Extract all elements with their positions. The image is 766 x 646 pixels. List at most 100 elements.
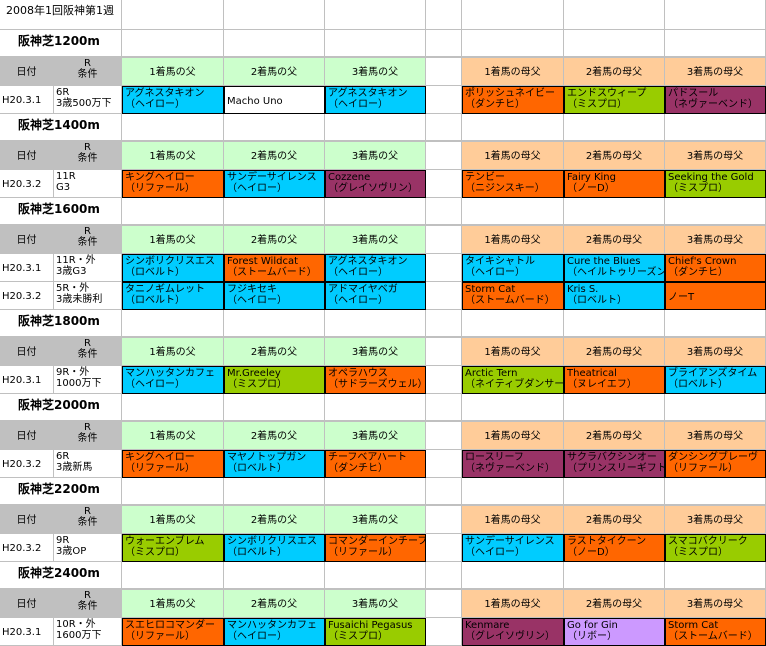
empty-cell (325, 198, 426, 225)
dam-sire-cell[interactable]: Kris S. （ロベルト） (564, 282, 665, 310)
empty-cell (564, 0, 665, 30)
dam-sire-cell[interactable]: ポリッシュネイビー （ダンチヒ） (462, 86, 564, 114)
dam-sire-cell[interactable]: Seeking the Gold （ミスプロ） (665, 170, 766, 198)
sire-line: キングヘイロー (125, 172, 195, 183)
sire-line: （ミスプロ） (227, 379, 287, 390)
dam-sire-cell[interactable]: Arctic Tern （ネイティブダンサー） (462, 366, 564, 394)
sire-cell[interactable]: マンハッタンカフェ （ヘイロー） (122, 366, 224, 394)
header-sire-3: 3着馬の父 (325, 225, 426, 254)
sire-cell[interactable]: オペラハウス （サドラーズウェル） (325, 366, 426, 394)
header-condition: R 条件 (54, 57, 122, 86)
sire-line: （ロベルト） (125, 267, 185, 278)
dam-sire-cell[interactable]: エンドスウィープ （ミスプロ） (564, 86, 665, 114)
dam-sire-cell[interactable]: Chief's Crown （ダンチヒ） (665, 254, 766, 282)
empty-cell (665, 198, 766, 225)
dam-sire-cell[interactable]: Storm Cat （ストームバード） (462, 282, 564, 310)
sire-cell[interactable]: シンボリクリスエス （ロベルト） (224, 534, 325, 562)
sire-cell[interactable]: アグネスタキオン （ヘイロー） (122, 86, 224, 114)
sire-cell[interactable]: シンボリクリスエス （ロベルト） (122, 254, 224, 282)
header-sire-1: 1着馬の父 (122, 57, 224, 86)
header-dam-3: 3着馬の母父 (665, 421, 766, 450)
sire-line: （ヘイロー） (328, 99, 388, 110)
sire-cell[interactable]: チーフベアハート （ダンチヒ） (325, 450, 426, 478)
sire-cell[interactable]: Macho Uno (224, 86, 325, 114)
empty-cell (122, 394, 224, 421)
dam-sire-cell[interactable]: ダンシングブレーヴ （リファール） (665, 450, 766, 478)
dam-sire-cell[interactable]: Fairy King （ノーD） (564, 170, 665, 198)
section-title: 阪神芝1400m (0, 114, 122, 141)
sire-cell[interactable]: コマンダーインチーフ （リファール） (325, 534, 426, 562)
dam-sire-cell[interactable]: パドスール （ネヴァーベンド） (665, 86, 766, 114)
dam-sire-cell[interactable]: サクラバクシンオー（プリンスリーギフト） (564, 450, 665, 478)
header-dam-2: 2着馬の母父 (564, 337, 665, 366)
dam-sire-cell[interactable]: ロースリーフ （ネヴァーベンド） (462, 450, 564, 478)
sire-cell[interactable]: フジキセキ （ヘイロー） (224, 282, 325, 310)
section-title-text: 阪神芝1200m (18, 34, 100, 48)
sire-cell[interactable]: Cozzene （グレイソヴリン） (325, 170, 426, 198)
dam-sire-cell[interactable]: Cure the Blues（ヘイルトゥリーズン） (564, 254, 665, 282)
sire-cell[interactable]: Fusaichi Pegasus （ミスプロ） (325, 618, 426, 646)
dam-sire-line: （ヘイロー） (465, 547, 525, 558)
sire-cell[interactable]: スエヒロコマンダー （リファール） (122, 618, 224, 646)
sire-cell[interactable]: タニノギムレット （ロベルト） (122, 282, 224, 310)
race-condition-line: G3 (56, 182, 71, 193)
race-date-text: H20.3.2 (2, 179, 42, 190)
header-sire-1: 1着馬の父 (122, 589, 224, 618)
dam-sire-cell[interactable]: ノーT (665, 282, 766, 310)
header-sire-3: 3着馬の父 (325, 141, 426, 170)
empty-cell (224, 30, 325, 57)
sire-cell[interactable]: Mr.Greeley （ミスプロ） (224, 366, 325, 394)
race-condition: 10R・外 1600万下 (54, 618, 122, 646)
header-sire-1: 1着馬の父 (122, 337, 224, 366)
sire-cell[interactable]: キングヘイロー （リファール） (122, 450, 224, 478)
sire-line: コマンダーインチーフ (328, 536, 426, 547)
dam-sire-cell[interactable]: スマコバクリーク （ミスプロ） (665, 534, 766, 562)
sire-line: （ヘイロー） (328, 295, 388, 306)
sire-cell[interactable]: キングヘイロー （リファール） (122, 170, 224, 198)
empty-cell (224, 394, 325, 421)
header-date: 日付 (0, 421, 54, 450)
sire-cell[interactable]: Forest Wildcat （ストームバード） (224, 254, 325, 282)
sire-line: シンボリクリスエス (125, 256, 215, 267)
header-sire-text: 3着馬の父 (351, 599, 399, 610)
sire-cell[interactable]: マンハッタンカフェ （ヘイロー） (224, 618, 325, 646)
empty-cell (224, 0, 325, 30)
sire-cell[interactable]: ウォーエンブレム （ミスプロ） (122, 534, 224, 562)
race-date-text: H20.3.1 (2, 95, 42, 106)
dam-sire-line: パドスール (668, 88, 719, 99)
header-sire-3: 3着馬の父 (325, 57, 426, 86)
dam-sire-cell[interactable]: Storm Cat （ストームバード） (665, 618, 766, 646)
header-sire-text: 3着馬の父 (351, 235, 399, 246)
dam-sire-cell[interactable]: タイキシャトル （ヘイロー） (462, 254, 564, 282)
sire-cell[interactable]: アグネスタキオン （ヘイロー） (325, 86, 426, 114)
empty-cell (325, 0, 426, 30)
dam-sire-cell[interactable]: サンデーサイレンス （ヘイロー） (462, 534, 564, 562)
empty-cell (462, 30, 564, 57)
header-dam-1: 1着馬の母父 (462, 225, 564, 254)
header-race-text: R (84, 506, 91, 517)
gap-cell (426, 337, 462, 366)
sire-line: （リファール） (328, 547, 398, 558)
empty-cell (426, 114, 462, 141)
race-condition-line: 1600万下 (56, 630, 102, 641)
sire-cell[interactable]: マヤノトップガン （ロベルト） (224, 450, 325, 478)
empty-cell (122, 310, 224, 337)
dam-sire-cell[interactable]: Theatrical （ヌレイエフ） (564, 366, 665, 394)
dam-sire-cell[interactable]: ブライアンズタイム （ロベルト） (665, 366, 766, 394)
dam-sire-cell[interactable]: Go for Gin （リボー） (564, 618, 665, 646)
header-date-text: 日付 (16, 599, 37, 610)
sire-cell[interactable]: サンデーサイレンス （ヘイロー） (224, 170, 325, 198)
dam-sire-cell[interactable]: ラストタイクーン （ノーD） (564, 534, 665, 562)
empty-cell (665, 478, 766, 505)
sire-line: アグネスタキオン (125, 88, 205, 99)
sire-cell[interactable]: アグネスタキオン （ヘイロー） (325, 254, 426, 282)
dam-sire-line: （リボー） (567, 631, 617, 642)
sire-cell[interactable]: アドマイヤベガ （ヘイロー） (325, 282, 426, 310)
race-date-text: H20.3.1 (2, 627, 42, 638)
header-sire-2: 2着馬の父 (224, 141, 325, 170)
dam-sire-line: Storm Cat (668, 620, 719, 631)
empty-cell (665, 562, 766, 589)
dam-sire-line: テンビー (465, 172, 505, 183)
dam-sire-cell[interactable]: テンビー （ニジンスキー） (462, 170, 564, 198)
dam-sire-cell[interactable]: Kenmare （グレイソヴリン） (462, 618, 564, 646)
